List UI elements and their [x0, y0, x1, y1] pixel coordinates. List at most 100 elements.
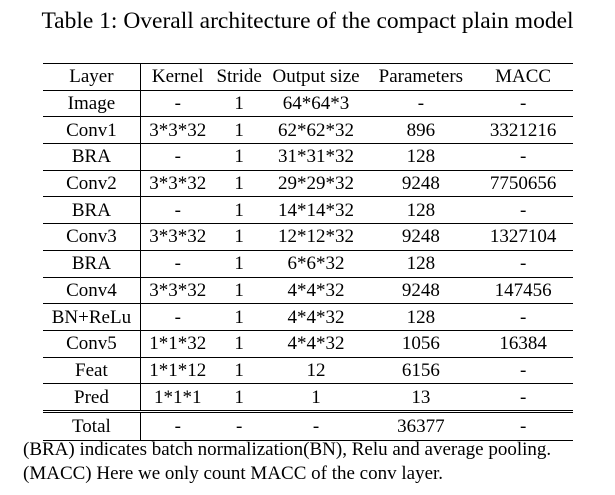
table-row: BRA -1 14*14*32 128-: [43, 196, 573, 225]
table-row: Conv4 3*3*32 1 4*4*32 9248 147456: [43, 277, 573, 305]
total-stride: -: [214, 410, 264, 441]
cell-parameters: 128: [368, 196, 474, 225]
cell-output-size: 31*31*32: [263, 143, 369, 171]
cell-macc: -: [473, 196, 573, 225]
cell-output-size: 64*64*3: [263, 90, 369, 118]
cell-stride: 1: [214, 303, 264, 331]
cell-kernel: 1*1*12: [140, 357, 215, 385]
cell-macc: -: [473, 303, 573, 331]
table-row: BRA -1 6*6*32 128-: [43, 250, 573, 278]
table-row: Conv2 3*3*32 1 29*29*32 9248 7750656: [43, 170, 573, 198]
cell-layer: Feat: [43, 357, 141, 385]
cell-parameters: 9248: [368, 277, 474, 305]
cell-output-size: 1: [263, 383, 369, 413]
cell-layer: Conv5: [43, 330, 141, 358]
header-layer: Layer: [43, 63, 141, 91]
cell-output-size: 4*4*32: [263, 303, 369, 331]
header-kernel: Kernel: [140, 63, 215, 91]
table-row: Pred 1*1*1 1 1 13-: [43, 383, 573, 413]
cell-stride: 1: [214, 277, 264, 305]
total-output-size: -: [263, 410, 369, 441]
cell-layer: BN+ReLu: [43, 303, 141, 331]
total-macc: -: [473, 410, 573, 441]
cell-kernel: 3*3*32: [140, 116, 215, 145]
cell-layer: Conv4: [43, 277, 141, 305]
cell-parameters: 9248: [368, 170, 474, 198]
cell-parameters: 128: [368, 143, 474, 171]
cell-parameters: 896: [368, 116, 474, 145]
cell-parameters: 128: [368, 250, 474, 278]
table-row: Image -1 64*64*3- -: [43, 90, 573, 118]
total-parameters: 36377: [368, 410, 474, 441]
cell-stride: 1: [214, 223, 264, 251]
cell-output-size: 62*62*32: [263, 116, 369, 145]
cell-stride: 1: [214, 116, 264, 145]
cell-layer: Conv1: [43, 116, 141, 145]
cell-kernel: -: [140, 196, 215, 225]
cell-macc: -: [473, 383, 573, 413]
cell-parameters: 13: [368, 383, 474, 413]
cell-stride: 1: [214, 250, 264, 278]
cell-layer: BRA: [43, 196, 141, 225]
table-row: Conv5 1*1*32 1 4*4*32 1056 16384: [43, 330, 573, 358]
cell-layer: BRA: [43, 250, 141, 278]
header-output-size: Output size: [263, 63, 369, 91]
cell-kernel: 1*1*32: [140, 330, 215, 358]
cell-stride: 1: [214, 90, 264, 118]
cell-kernel: -: [140, 143, 215, 171]
cell-stride: 1: [214, 196, 264, 225]
cell-macc: 3321216: [473, 116, 573, 145]
table-row: BRA -1 31*31*32 128-: [43, 143, 573, 171]
cell-stride: 1: [214, 357, 264, 385]
cell-macc: 16384: [473, 330, 573, 358]
table-header-row: Layer Kernel Stride Output size Paramete…: [43, 63, 573, 91]
table-row: Feat 1*1*12 1 12 6156-: [43, 357, 573, 385]
total-kernel: -: [140, 410, 215, 441]
cell-parameters: 128: [368, 303, 474, 331]
cell-parameters: 1056: [368, 330, 474, 358]
cell-kernel: 3*3*32: [140, 170, 215, 198]
total-row: Total - - - 36377 -: [43, 410, 573, 441]
cell-macc: -: [473, 357, 573, 385]
cell-output-size: 6*6*32: [263, 250, 369, 278]
note-macc: (MACC) Here we only count MACC of the co…: [23, 463, 444, 484]
cell-stride: 1: [214, 383, 264, 413]
cell-macc: -: [473, 143, 573, 171]
cell-output-size: 12: [263, 357, 369, 385]
table-notes: (BRA) indicates batch normalization(BN),…: [23, 438, 613, 486]
cell-macc: 147456: [473, 277, 573, 305]
cell-layer: Conv3: [43, 223, 141, 251]
cell-parameters: 9248: [368, 223, 474, 251]
table-row: Conv1 3*3*32 1 62*62*32 896 3321216: [43, 116, 573, 145]
header-stride: Stride: [214, 63, 264, 91]
cell-kernel: -: [140, 303, 215, 331]
cell-output-size: 29*29*32: [263, 170, 369, 198]
cell-output-size: 12*12*32: [263, 223, 369, 251]
cell-kernel: -: [140, 250, 215, 278]
table-row: BN+ReLu -1 4*4*32 128-: [43, 303, 573, 331]
cell-macc: 1327104: [473, 223, 573, 251]
total-label: Total: [43, 410, 141, 441]
note-bra: (BRA) indicates batch normalization(BN),…: [23, 439, 552, 460]
cell-output-size: 14*14*32: [263, 196, 369, 225]
header-parameters: Parameters: [368, 63, 474, 91]
cell-layer: Conv2: [43, 170, 141, 198]
cell-parameters: -: [368, 90, 474, 118]
header-macc: MACC: [473, 63, 573, 91]
cell-kernel: -: [140, 90, 215, 118]
cell-output-size: 4*4*32: [263, 330, 369, 358]
cell-stride: 1: [214, 330, 264, 358]
cell-kernel: 3*3*32: [140, 277, 215, 305]
table-row: Conv3 3*3*32 1 12*12*32 9248 1327104: [43, 223, 573, 251]
cell-parameters: 6156: [368, 357, 474, 385]
cell-output-size: 4*4*32: [263, 277, 369, 305]
cell-stride: 1: [214, 170, 264, 198]
cell-kernel: 1*1*1: [140, 383, 215, 413]
cell-macc: -: [473, 90, 573, 118]
cell-layer: Pred: [43, 383, 141, 413]
cell-kernel: 3*3*32: [140, 223, 215, 251]
table-caption: Table 1: Overall architecture of the com…: [41, 8, 574, 34]
cell-layer: BRA: [43, 143, 141, 171]
architecture-table: Layer Kernel Stride Output size Paramete…: [43, 63, 573, 441]
cell-macc: -: [473, 250, 573, 278]
